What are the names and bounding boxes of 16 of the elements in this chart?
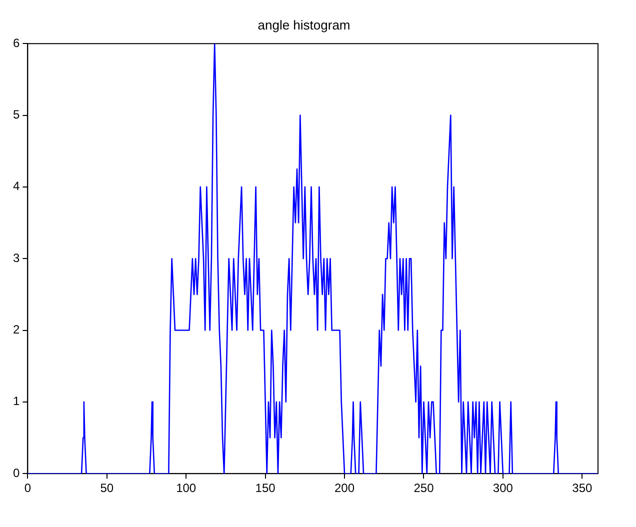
x-tick-label: 350 bbox=[572, 481, 592, 496]
x-tick-label: 100 bbox=[176, 481, 196, 496]
x-tick-label: 0 bbox=[24, 481, 32, 496]
y-tick-label: 4 bbox=[12, 179, 20, 194]
y-tick-label: 5 bbox=[12, 108, 20, 122]
y-tick-label: 3 bbox=[12, 250, 20, 265]
x-tick-label: 250 bbox=[414, 481, 434, 496]
y-tick-label: 0 bbox=[12, 466, 20, 480]
chart-title: angle histogram bbox=[258, 17, 350, 32]
x-tick-label: 300 bbox=[492, 481, 514, 496]
y-tick-label: 6 bbox=[12, 36, 20, 50]
y-tick-label: 1 bbox=[12, 394, 20, 408]
y-tick-label: 2 bbox=[12, 322, 20, 337]
x-tick-label: 200 bbox=[334, 481, 355, 496]
x-tick-label: 150 bbox=[255, 481, 276, 496]
x-tick-label: 50 bbox=[100, 481, 114, 496]
